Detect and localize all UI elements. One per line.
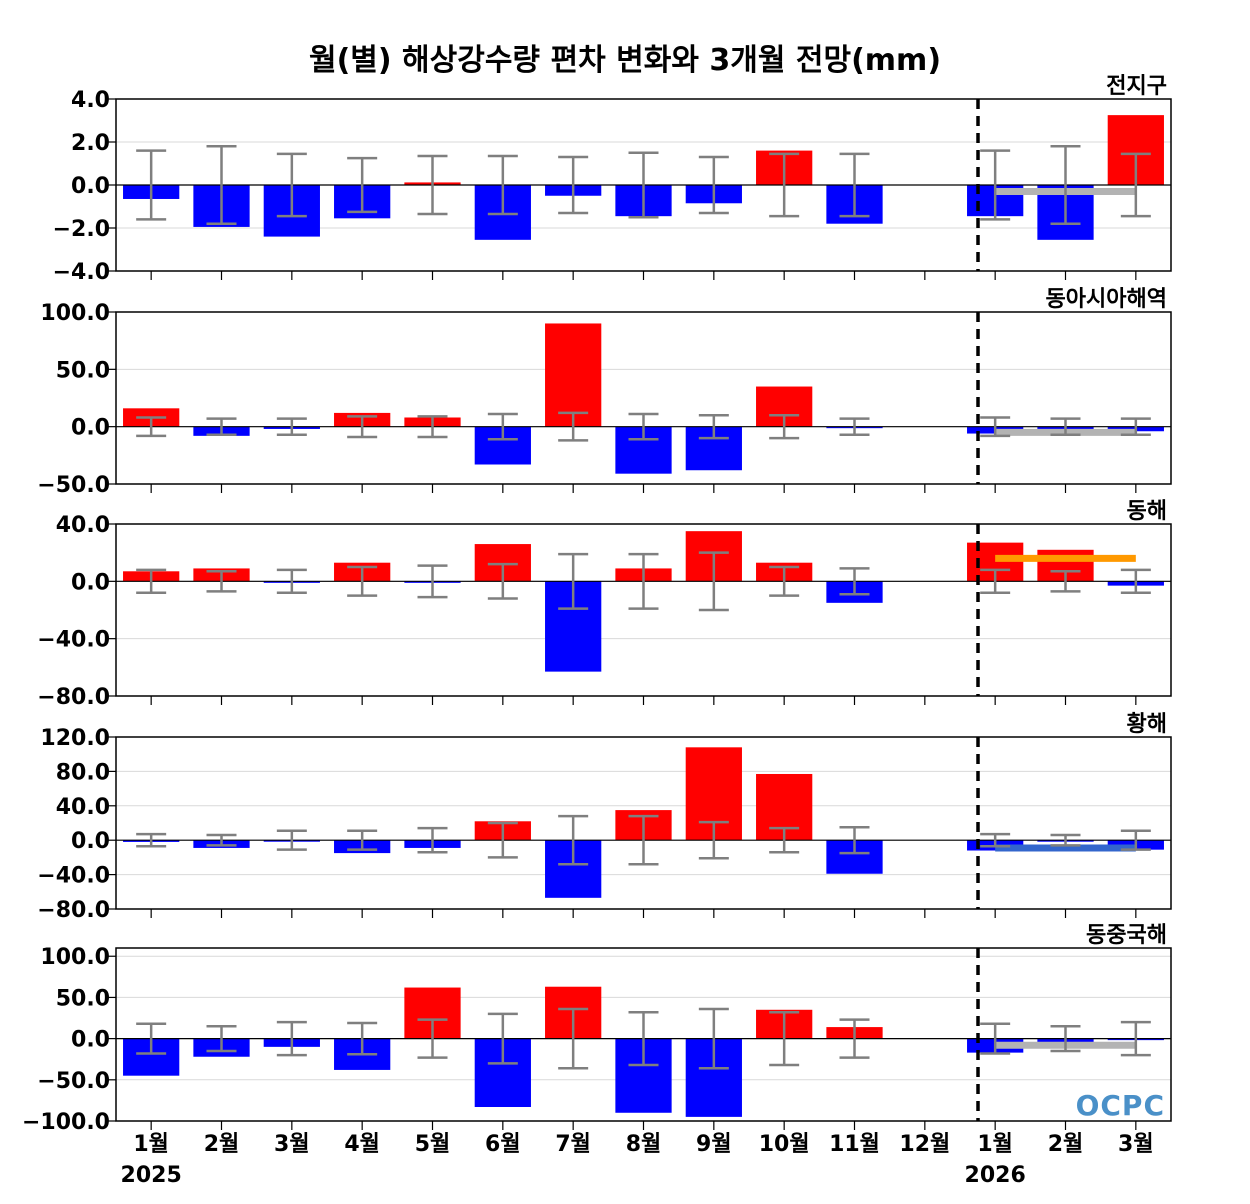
- chart-title: 월(별) 해상강수량 편차 변화와 3개월 전망(mm): [309, 43, 941, 78]
- x-tick-label: 4월: [344, 1132, 380, 1157]
- y-tick-label: −100.0: [22, 1110, 110, 1135]
- ocpc-logo: OCPC: [1076, 1089, 1165, 1122]
- y-tick-label: 0.0: [71, 829, 110, 854]
- year-label: 2026: [965, 1163, 1026, 1188]
- y-tick-label: 80.0: [56, 760, 110, 785]
- x-tick-label: 3월: [1118, 1132, 1154, 1157]
- y-tick-label: −4.0: [53, 260, 110, 285]
- y-tick-label: −40.0: [37, 628, 110, 653]
- y-tick-label: 0.0: [71, 1028, 110, 1053]
- y-tick-label: −80.0: [37, 898, 110, 923]
- x-tick-label: 3월: [274, 1132, 310, 1157]
- x-tick-label: 1월: [133, 1132, 169, 1157]
- y-tick-label: 100.0: [40, 301, 110, 326]
- x-tick-label: 2월: [204, 1132, 240, 1157]
- y-tick-label: 0.0: [71, 174, 110, 199]
- x-tick-label: 6월: [485, 1132, 521, 1157]
- y-tick-label: −80.0: [37, 685, 110, 710]
- x-tick-label: 1월: [977, 1132, 1013, 1157]
- x-tick-label: 8월: [626, 1132, 662, 1157]
- x-tick-label: 12월: [899, 1132, 950, 1157]
- y-tick-label: 2.0: [71, 131, 110, 156]
- y-tick-label: −50.0: [37, 473, 110, 498]
- region-label: 황해: [1127, 712, 1167, 737]
- region-label: 전지구: [1106, 74, 1167, 99]
- x-tick-label: 10월: [759, 1132, 810, 1157]
- bar: [545, 323, 602, 427]
- x-tick-label: 9월: [696, 1132, 732, 1157]
- x-tick-label: 5월: [415, 1132, 451, 1157]
- x-tick-label: 2월: [1048, 1132, 1084, 1157]
- y-tick-label: 120.0: [40, 726, 110, 751]
- y-tick-label: 100.0: [40, 945, 110, 970]
- y-tick-label: 0.0: [71, 570, 110, 595]
- y-tick-label: 50.0: [56, 986, 110, 1011]
- y-tick-label: 40.0: [56, 795, 110, 820]
- region-label: 동중국해: [1086, 923, 1167, 948]
- y-tick-label: −40.0: [37, 864, 110, 889]
- x-tick-label: 11월: [829, 1132, 880, 1157]
- y-tick-label: 40.0: [56, 513, 110, 538]
- region-label: 동해: [1127, 499, 1167, 524]
- y-tick-label: −2.0: [53, 217, 110, 242]
- y-tick-label: 4.0: [71, 88, 110, 113]
- region-label: 동아시아해역: [1046, 287, 1167, 312]
- y-tick-label: 0.0: [71, 416, 110, 441]
- y-tick-label: −50.0: [37, 1069, 110, 1094]
- x-tick-label: 7월: [555, 1132, 591, 1157]
- year-label: 2025: [121, 1163, 182, 1188]
- y-tick-label: 50.0: [56, 358, 110, 383]
